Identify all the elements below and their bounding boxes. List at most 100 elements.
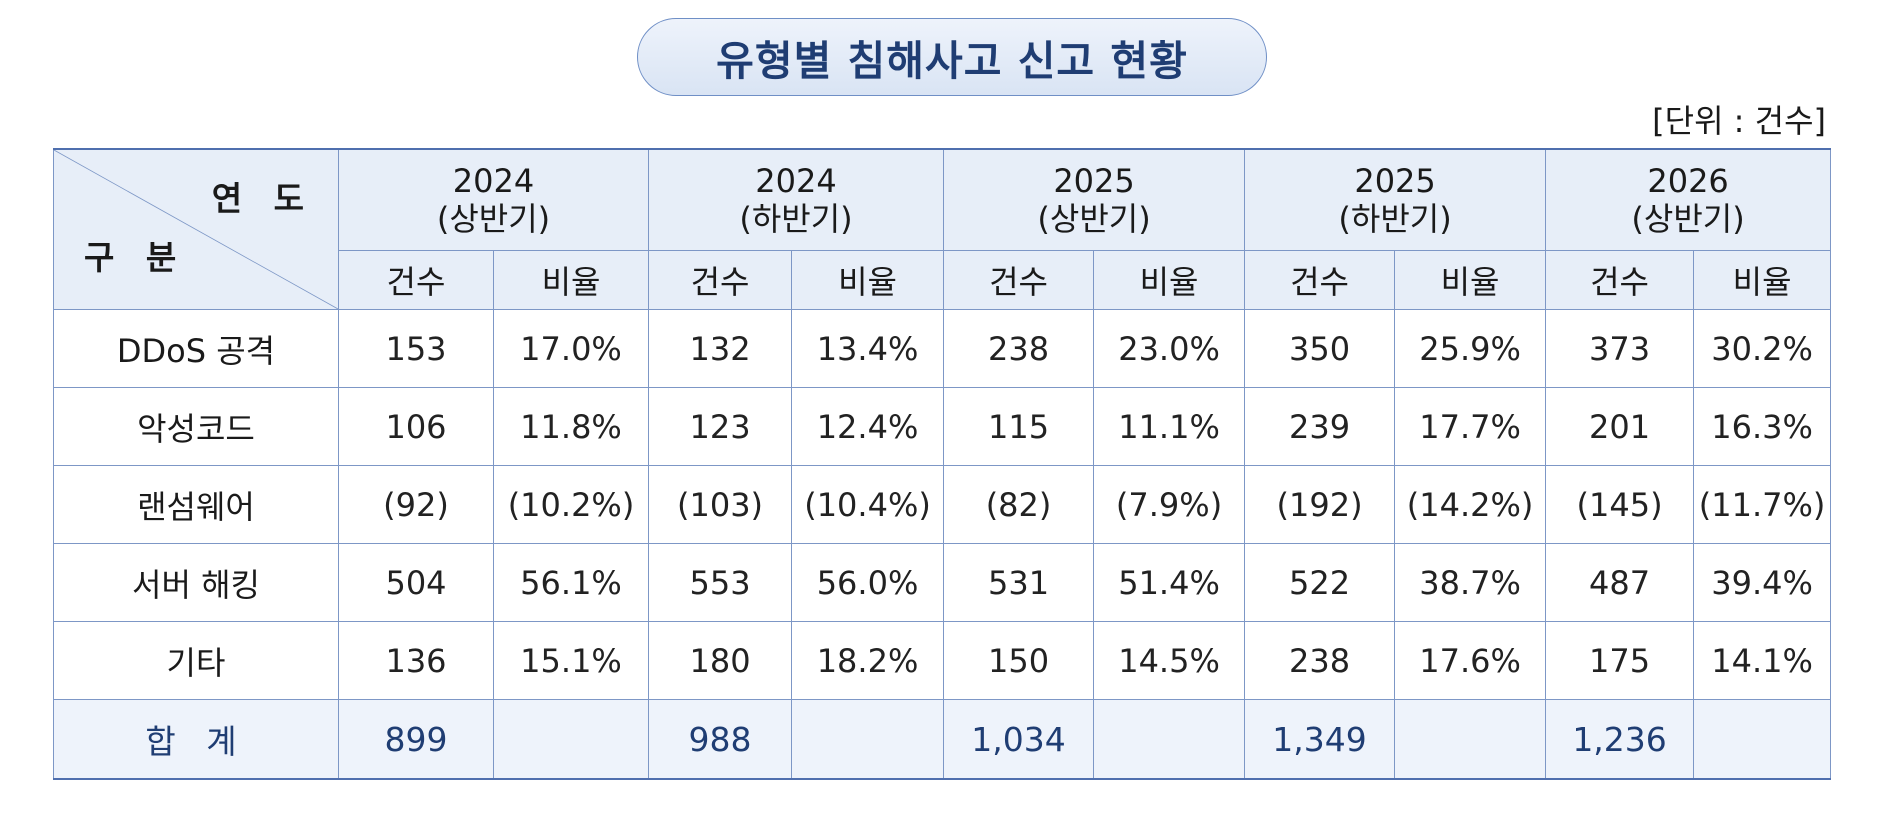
count-cell: 106 — [338, 387, 494, 466]
ratio-column-header: 비율 — [1394, 250, 1547, 310]
table-row: 랜섬웨어 (92) (10.2%) (103) (10.4%) (82) (7.9%) (19… — [53, 465, 1832, 544]
ratio-cell: 51.4% — [1093, 543, 1246, 622]
ratio-column-header: 비율 — [791, 250, 945, 310]
count-cell: (82) — [943, 465, 1095, 544]
count-cell: 180 — [648, 621, 793, 700]
ratio-cell: (11.7%) — [1693, 465, 1832, 544]
category-label: 악성코드 — [53, 387, 339, 466]
period-year: 2025 — [1053, 162, 1135, 200]
ratio-cell: 11.8% — [492, 387, 650, 466]
period-header: 2025 (상반기) — [943, 148, 1246, 251]
total-ratio-empty — [791, 699, 945, 780]
table-row: DDoS 공격 153 17.0% 132 13.4% 238 23.0% 350 25.9% 3… — [53, 309, 1832, 388]
total-ratio-empty — [1693, 699, 1832, 780]
total-label: 합 계 — [53, 699, 339, 780]
count-cell: 136 — [338, 621, 494, 700]
corner-year-label: 연 도 — [211, 179, 314, 218]
period-half: (상반기) — [1631, 200, 1745, 238]
count-cell: 504 — [338, 543, 494, 622]
ratio-cell: 13.4% — [791, 309, 945, 388]
ratio-cell: (10.2%) — [492, 465, 650, 544]
diagonal-divider — [54, 150, 338, 309]
count-cell: 531 — [943, 543, 1095, 622]
period-half: (하반기) — [1338, 200, 1452, 238]
ratio-cell: 56.0% — [791, 543, 945, 622]
count-column-header: 건수 — [648, 250, 793, 310]
ratio-cell: 17.6% — [1394, 621, 1547, 700]
table-row: 기타 136 15.1% 180 18.2% 150 14.5% 238 17.6% 175 14.… — [53, 621, 1832, 700]
total-row: 합 계 899 988 1,034 1,349 1,236 — [53, 699, 1832, 780]
ratio-cell: 14.1% — [1693, 621, 1832, 700]
total-ratio-empty — [492, 699, 650, 780]
count-cell: 238 — [943, 309, 1095, 388]
ratio-cell: (7.9%) — [1093, 465, 1246, 544]
ratio-cell: 17.7% — [1394, 387, 1547, 466]
count-cell: 239 — [1244, 387, 1396, 466]
count-cell: (92) — [338, 465, 494, 544]
ratio-column-header: 비율 — [1093, 250, 1246, 310]
total-ratio-empty — [1394, 699, 1547, 780]
count-cell: 522 — [1244, 543, 1396, 622]
ratio-cell: 14.5% — [1093, 621, 1246, 700]
count-column-header: 건수 — [1244, 250, 1396, 310]
total-ratio-empty — [1093, 699, 1246, 780]
count-cell: 123 — [648, 387, 793, 466]
ratio-cell: 39.4% — [1693, 543, 1832, 622]
ratio-cell: 15.1% — [492, 621, 650, 700]
incident-report-table: 연 도 구 분 2024 (상반기) 2024 (하반기) 2025 (상반기) 20… — [53, 148, 1832, 780]
period-header: 2026 (상반기) — [1545, 148, 1832, 251]
count-cell: 115 — [943, 387, 1095, 466]
count-cell: 487 — [1545, 543, 1695, 622]
count-cell: 132 — [648, 309, 793, 388]
period-header: 2024 (하반기) — [648, 148, 945, 251]
count-cell: 175 — [1545, 621, 1695, 700]
count-cell: 201 — [1545, 387, 1695, 466]
total-count: 1,349 — [1244, 699, 1396, 780]
category-label: 서버 해킹 — [53, 543, 339, 622]
corner-header-cell: 연 도 구 분 — [53, 148, 339, 310]
ratio-column-header: 비율 — [492, 250, 650, 310]
count-cell: 150 — [943, 621, 1095, 700]
table-row: 서버 해킹 504 56.1% 553 56.0% 531 51.4% 522 38.7% 487… — [53, 543, 1832, 622]
period-year: 2025 — [1354, 162, 1436, 200]
period-header: 2024 (상반기) — [337, 148, 650, 251]
count-cell: 373 — [1545, 309, 1695, 388]
count-cell: 350 — [1244, 309, 1396, 388]
period-half: (하반기) — [739, 200, 853, 238]
count-cell: 553 — [648, 543, 793, 622]
period-half: (상반기) — [1037, 200, 1151, 238]
ratio-cell: 17.0% — [492, 309, 650, 388]
total-count: 1,034 — [943, 699, 1095, 780]
category-label: 기타 — [53, 621, 339, 700]
ratio-cell: (10.4%) — [791, 465, 945, 544]
ratio-cell: 16.3% — [1693, 387, 1832, 466]
ratio-cell: 30.2% — [1693, 309, 1832, 388]
ratio-cell: 25.9% — [1394, 309, 1547, 388]
count-cell: 153 — [338, 309, 494, 388]
page-title: 유형별 침해사고 신고 현황 — [637, 18, 1267, 96]
period-half: (상반기) — [436, 200, 551, 238]
total-count: 899 — [338, 699, 494, 780]
ratio-cell: 23.0% — [1093, 309, 1246, 388]
period-header: 2025 (하반기) — [1244, 148, 1547, 251]
count-cell: (103) — [648, 465, 793, 544]
ratio-cell: 12.4% — [791, 387, 945, 466]
count-cell: 238 — [1244, 621, 1396, 700]
period-year: 2024 — [452, 162, 535, 200]
category-label: DDoS 공격 — [53, 309, 339, 388]
ratio-column-header: 비율 — [1693, 250, 1832, 310]
corner-category-label: 구 분 — [84, 238, 187, 277]
count-cell: (192) — [1244, 465, 1396, 544]
category-label: 랜섬웨어 — [53, 465, 339, 544]
ratio-cell: 38.7% — [1394, 543, 1547, 622]
total-count: 988 — [648, 699, 793, 780]
ratio-cell: 18.2% — [791, 621, 945, 700]
total-count: 1,236 — [1545, 699, 1695, 780]
period-year: 2024 — [755, 162, 837, 200]
unit-label: [단위 : 건수] — [1652, 102, 1826, 140]
count-column-header: 건수 — [943, 250, 1095, 310]
count-column-header: 건수 — [1545, 250, 1695, 310]
ratio-cell: 11.1% — [1093, 387, 1246, 466]
period-year: 2026 — [1647, 162, 1729, 200]
ratio-cell: (14.2%) — [1394, 465, 1547, 544]
